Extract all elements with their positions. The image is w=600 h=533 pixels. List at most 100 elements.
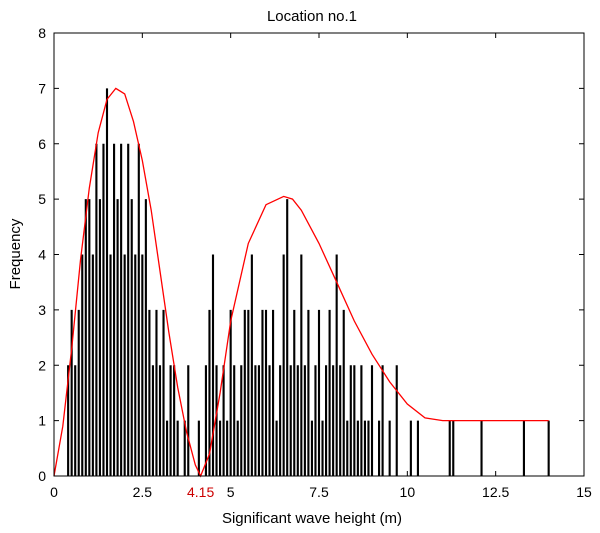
histogram-bar xyxy=(339,365,342,476)
histogram-bar xyxy=(116,199,119,476)
histogram-bar xyxy=(296,365,299,476)
histogram-bar xyxy=(70,309,73,476)
histogram-bar xyxy=(300,254,303,476)
histogram-bar xyxy=(243,309,246,476)
histogram-bar xyxy=(381,365,384,476)
histogram-bar xyxy=(102,143,105,476)
histogram-bar xyxy=(363,420,366,476)
x-tick-label: 5 xyxy=(227,484,235,500)
split-annotation: 4.15 xyxy=(187,484,214,500)
histogram-bar xyxy=(416,420,419,476)
histogram-bar xyxy=(378,420,381,476)
histogram-bar xyxy=(240,365,243,476)
y-tick-label: 1 xyxy=(38,413,46,429)
histogram-bar xyxy=(208,309,211,476)
histogram-bar xyxy=(98,199,101,476)
histogram-bar xyxy=(74,365,77,476)
histogram-bar xyxy=(91,254,94,476)
histogram-bar xyxy=(257,365,260,476)
histogram-bar xyxy=(105,88,109,476)
histogram-bar xyxy=(84,199,87,476)
histogram-bar xyxy=(370,365,374,476)
x-tick-label: 2.5 xyxy=(133,484,153,500)
histogram-bar xyxy=(328,309,331,476)
histogram-bar xyxy=(279,365,282,476)
y-tick-label: 4 xyxy=(38,247,46,263)
histogram-bar xyxy=(162,309,165,476)
y-axis-ticks: 0 1 2 3 4 5 6 7 8 xyxy=(38,25,584,484)
histogram-bar xyxy=(151,365,154,476)
histogram-bar xyxy=(148,309,151,476)
histogram-bar xyxy=(166,420,169,476)
histogram-bar xyxy=(141,254,144,476)
histogram-bar xyxy=(310,420,313,476)
chart-title: Location no.1 xyxy=(267,8,357,25)
histogram-bar xyxy=(211,254,215,476)
histogram-bar xyxy=(261,309,264,476)
histogram-bar xyxy=(264,309,268,476)
histogram-bar xyxy=(233,365,236,476)
histogram-bar xyxy=(303,365,306,476)
histogram-bar xyxy=(335,254,338,476)
histogram-bar xyxy=(448,420,451,476)
x-axis-label: Significant wave height (m) xyxy=(222,510,402,527)
histogram-bar xyxy=(325,365,328,476)
histogram-bar xyxy=(88,199,91,476)
histogram-bar xyxy=(293,309,296,476)
histogram-bar xyxy=(113,143,116,476)
y-tick-label: 0 xyxy=(38,468,46,484)
histogram-bar xyxy=(314,365,317,476)
histogram-bar xyxy=(480,420,483,476)
histogram-bar xyxy=(67,365,70,476)
x-tick-label: 7.5 xyxy=(309,484,329,500)
histogram-bar xyxy=(289,365,292,476)
histogram-bar xyxy=(388,420,391,476)
x-tick-label: 0 xyxy=(50,484,58,500)
histogram-bar xyxy=(321,420,324,476)
histogram-bar xyxy=(236,420,239,476)
histogram-bar xyxy=(268,365,271,476)
histogram-bars xyxy=(67,88,550,476)
histogram-bar xyxy=(197,420,200,476)
histogram-bar xyxy=(187,365,190,476)
histogram-bar xyxy=(250,254,253,476)
histogram-bar xyxy=(109,254,112,476)
x-tick-label: 10 xyxy=(400,484,416,500)
histogram-bar xyxy=(360,365,363,476)
histogram-bar xyxy=(77,309,80,476)
histogram-bar xyxy=(81,254,84,476)
fit-curve xyxy=(53,87,549,478)
histogram-bar xyxy=(307,309,310,476)
histogram-bar xyxy=(342,309,345,476)
histogram-bar xyxy=(254,365,257,476)
y-axis-label: Frequency xyxy=(7,218,24,289)
histogram-bar xyxy=(409,420,412,476)
histogram-bar xyxy=(356,420,359,476)
histogram-bar xyxy=(204,365,207,476)
histogram-bar xyxy=(144,199,147,476)
histogram-bar xyxy=(215,365,218,476)
histogram-bar xyxy=(137,143,140,476)
histogram-bar xyxy=(547,420,550,476)
histogram-bar xyxy=(183,420,186,476)
histogram-bar xyxy=(395,365,398,476)
histogram-bar xyxy=(173,365,176,476)
y-tick-label: 7 xyxy=(38,80,46,96)
histogram-bar xyxy=(286,199,289,476)
histogram-bar xyxy=(219,420,222,476)
histogram-bar xyxy=(95,143,98,476)
histogram-bar xyxy=(226,420,229,476)
histogram-bar xyxy=(130,199,133,476)
histogram-bar xyxy=(522,420,525,476)
histogram-bar xyxy=(123,254,126,476)
histogram-bar xyxy=(317,309,321,476)
histogram-bar xyxy=(332,365,335,476)
histogram-bar xyxy=(353,365,356,476)
x-tick-label: 12.5 xyxy=(482,484,509,500)
x-tick-label: 15 xyxy=(576,484,592,500)
y-tick-label: 2 xyxy=(38,357,46,373)
histogram-bar xyxy=(229,309,232,476)
x-axis-ticks: 0 2.5 5 7.5 10 12.5 15 xyxy=(50,33,592,500)
histogram-bar xyxy=(158,365,162,476)
